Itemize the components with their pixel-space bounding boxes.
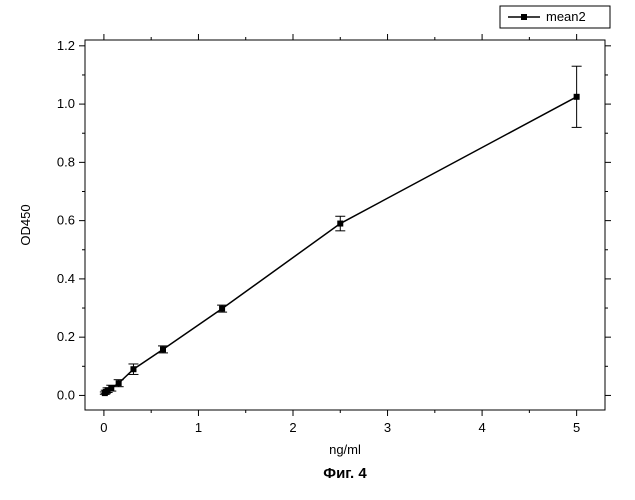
y-tick-label: 1.2	[57, 38, 75, 53]
y-tick-label: 0.8	[57, 154, 75, 169]
series-marker	[108, 385, 114, 391]
x-tick-label: 0	[100, 420, 107, 435]
y-tick-label: 0.0	[57, 387, 75, 402]
legend-label: mean2	[546, 9, 586, 24]
series-marker	[116, 380, 122, 386]
series-marker	[160, 346, 166, 352]
chart: 0 1 2 3 4 5 0.0 0.2 0.4 0.6 0.8 1.0 1.2 ng/ml OD450 mea…	[0, 0, 635, 500]
series-marker	[130, 366, 136, 372]
figure-caption: Фиг. 4	[323, 465, 367, 482]
y-tick-label: 0.2	[57, 329, 75, 344]
series-marker	[337, 221, 343, 227]
y-tick-label: 1.0	[57, 96, 75, 111]
x-tick-label: 4	[478, 420, 485, 435]
x-tick-label: 2	[289, 420, 296, 435]
series-marker	[574, 94, 580, 100]
x-tick-label: 5	[573, 420, 580, 435]
x-axis-label: ng/ml	[329, 442, 361, 457]
series-marker	[219, 306, 225, 312]
y-tick-label: 0.6	[57, 213, 75, 228]
x-tick-label: 1	[195, 420, 202, 435]
y-axis-label: OD450	[18, 204, 33, 245]
y-tick-label: 0.4	[57, 271, 75, 286]
legend-marker-icon	[521, 14, 527, 20]
x-tick-label: 3	[384, 420, 391, 435]
